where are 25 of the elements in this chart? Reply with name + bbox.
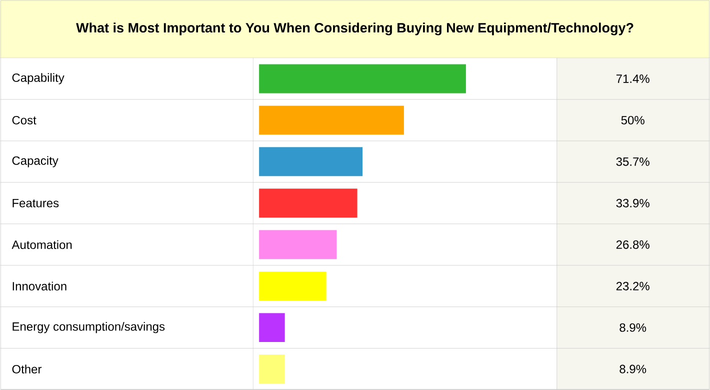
data-label: 71.4%	[616, 74, 650, 83]
y-tick-label: Capacity	[12, 156, 58, 168]
bar	[259, 106, 404, 135]
data-label: 35.7%	[616, 157, 650, 166]
bar	[259, 188, 358, 218]
y-tick-label: Cost	[12, 116, 36, 124]
y-tick-label: Innovation	[12, 282, 66, 290]
data-label: 8.9%	[620, 323, 646, 332]
data-label: 33.9%	[616, 198, 650, 208]
y-tick-label: Automation	[12, 240, 72, 250]
bar	[259, 64, 466, 94]
data-label: 26.8%	[616, 240, 650, 249]
bar	[259, 230, 337, 260]
data-label: 8.9%	[620, 364, 646, 374]
chart-title: What is Most Important to You When Considering Buying New Equipment/Technology?	[76, 22, 634, 36]
bar	[259, 147, 362, 176]
data-label: 23.2%	[616, 282, 650, 290]
y-tick-label: Energy consumption/savings	[12, 322, 165, 334]
y-tick-label: Other	[12, 364, 42, 374]
y-tick-label: Features	[12, 198, 59, 208]
bar	[259, 272, 326, 301]
data-label: 50%	[621, 116, 644, 124]
bar	[259, 313, 285, 342]
bar	[259, 354, 285, 384]
y-tick-label: Capability	[12, 73, 64, 84]
